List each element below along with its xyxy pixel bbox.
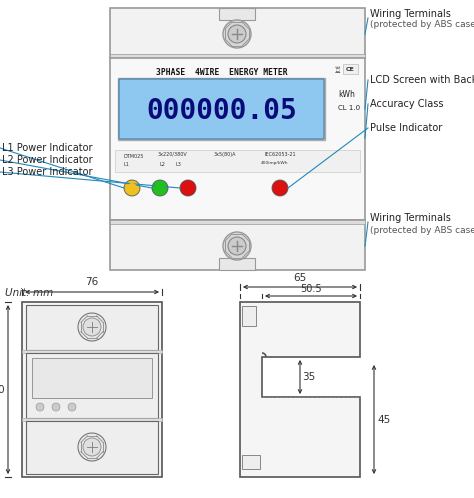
Text: Unit: mm: Unit: mm (5, 288, 53, 298)
Bar (26, 353, 158, 418)
Circle shape (152, 180, 168, 196)
Text: Pulse Indicator: Pulse Indicator (370, 123, 442, 133)
Bar (242, 455, 260, 469)
Circle shape (127, 183, 137, 193)
Circle shape (68, 403, 76, 411)
Polygon shape (240, 302, 360, 477)
FancyBboxPatch shape (119, 79, 324, 139)
Text: L1: L1 (124, 161, 130, 166)
Text: L3 Power Indicator: L3 Power Indicator (2, 167, 92, 177)
Circle shape (228, 237, 246, 255)
Text: 65: 65 (293, 273, 307, 283)
Bar (22, 350, 162, 353)
Text: L2: L2 (159, 161, 165, 166)
Text: 76: 76 (85, 277, 99, 287)
Bar (343, 64, 358, 74)
Bar (22, 418, 162, 421)
Circle shape (275, 183, 285, 193)
Bar (110, 220, 365, 224)
Text: 35: 35 (302, 372, 315, 382)
Text: kWh: kWh (338, 90, 356, 99)
Text: ♖: ♖ (333, 66, 341, 75)
Circle shape (36, 403, 44, 411)
Text: Wiring Terminals: Wiring Terminals (370, 9, 451, 19)
Circle shape (155, 183, 165, 193)
Text: 3x5(80)A: 3x5(80)A (214, 151, 236, 156)
Text: L3: L3 (175, 161, 181, 166)
Text: 3PHASE  4WIRE  ENERGY METER: 3PHASE 4WIRE ENERGY METER (156, 68, 288, 77)
Bar (110, 54, 365, 58)
Text: CL 1.0: CL 1.0 (338, 105, 360, 111)
Circle shape (180, 180, 196, 196)
Circle shape (83, 438, 101, 456)
Text: 3x220/380V: 3x220/380V (157, 151, 187, 156)
Text: (protected by ABS case): (protected by ABS case) (370, 226, 474, 235)
Bar (26, 421, 158, 474)
Text: L1 Power Indicator: L1 Power Indicator (2, 143, 92, 153)
Circle shape (223, 20, 251, 48)
Circle shape (124, 180, 140, 196)
Text: L2 Power Indicator: L2 Power Indicator (2, 155, 92, 165)
Bar (110, 220, 365, 270)
Bar (115, 150, 360, 172)
Circle shape (78, 313, 106, 341)
Circle shape (228, 25, 246, 43)
Circle shape (78, 433, 106, 461)
Text: 45: 45 (377, 414, 390, 424)
Circle shape (272, 180, 288, 196)
Text: IEC62053-21: IEC62053-21 (264, 151, 296, 156)
Bar (219, 258, 255, 270)
Bar (110, 58, 365, 220)
Bar (32, 358, 152, 398)
Text: Accuracy Class: Accuracy Class (370, 99, 444, 109)
Bar (26, 305, 158, 350)
Text: LCD Screen with Backlight: LCD Screen with Backlight (370, 75, 474, 85)
Text: (protected by ABS case): (protected by ABS case) (370, 19, 474, 28)
Bar (219, 8, 255, 20)
Text: DTM025: DTM025 (124, 153, 145, 158)
Text: 400imp/kWh: 400imp/kWh (261, 161, 289, 165)
Bar (118, 78, 325, 140)
Text: CE: CE (346, 67, 355, 72)
Circle shape (52, 403, 60, 411)
Bar (110, 8, 365, 58)
Text: 100: 100 (0, 384, 5, 394)
Text: Wiring Terminals: Wiring Terminals (370, 213, 451, 223)
Circle shape (223, 232, 251, 260)
Bar (22, 302, 162, 477)
Circle shape (183, 183, 193, 193)
Text: 000000.05: 000000.05 (146, 97, 297, 125)
Circle shape (83, 318, 101, 336)
Text: 50.5: 50.5 (300, 284, 322, 294)
Bar (242, 306, 256, 326)
